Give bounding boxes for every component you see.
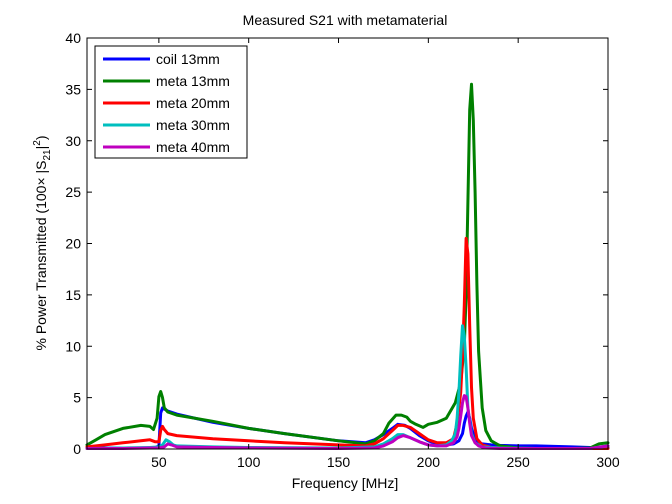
legend: coil 13mm meta 13mm meta 20mm meta 30mm meta… <box>94 45 248 159</box>
x-tick-label-3: 200 <box>417 454 441 470</box>
series-layer <box>85 82 610 450</box>
legend-label-2: meta 20mm <box>156 95 230 111</box>
y-tick-label-1: 5 <box>73 390 81 406</box>
legend-label-4: meta 40mm <box>156 139 230 155</box>
y-axis-label-bar: | <box>33 146 49 150</box>
y-axis-label-subscript: 21 <box>42 149 53 161</box>
legend-label-3: meta 30mm <box>156 117 230 133</box>
y-axis-label-superscript: 2 <box>32 140 43 146</box>
y-tick-label-8: 40 <box>65 30 81 46</box>
y-tick-label-0: 0 <box>73 441 81 457</box>
x-tick-label-2: 150 <box>327 454 351 470</box>
y-tick-label-4: 20 <box>65 236 81 252</box>
x-tick-label-0: 50 <box>151 454 167 470</box>
series-line-1 <box>85 82 610 450</box>
chart-title: Measured S21 with metamaterial <box>243 12 448 28</box>
y-axis-label: % Power Transmitted (100× |S21|2) <box>32 136 53 351</box>
legend-label-1: meta 13mm <box>156 73 230 89</box>
axis-ticks: 50 100 150 200 250 300 0 5 10 15 20 25 30 35 40 <box>65 30 619 470</box>
y-axis-label-suffix: ) <box>33 136 49 141</box>
series-line-4 <box>85 394 610 450</box>
x-tick-label-5: 300 <box>596 454 620 470</box>
x-tick-label-1: 100 <box>237 454 261 470</box>
legend-label-0: coil 13mm <box>156 51 220 67</box>
y-axis-label-prefix: % Power Transmitted (100× |S <box>33 161 49 351</box>
y-tick-label-5: 25 <box>65 184 81 200</box>
y-tick-label-2: 10 <box>65 338 81 354</box>
y-tick-label-6: 30 <box>65 133 81 149</box>
x-axis-label: Frequency [MHz] <box>292 475 399 491</box>
y-tick-label-7: 35 <box>65 81 81 97</box>
series-line-2 <box>85 236 610 450</box>
y-tick-label-3: 15 <box>65 287 81 303</box>
x-tick-label-4: 250 <box>506 454 530 470</box>
